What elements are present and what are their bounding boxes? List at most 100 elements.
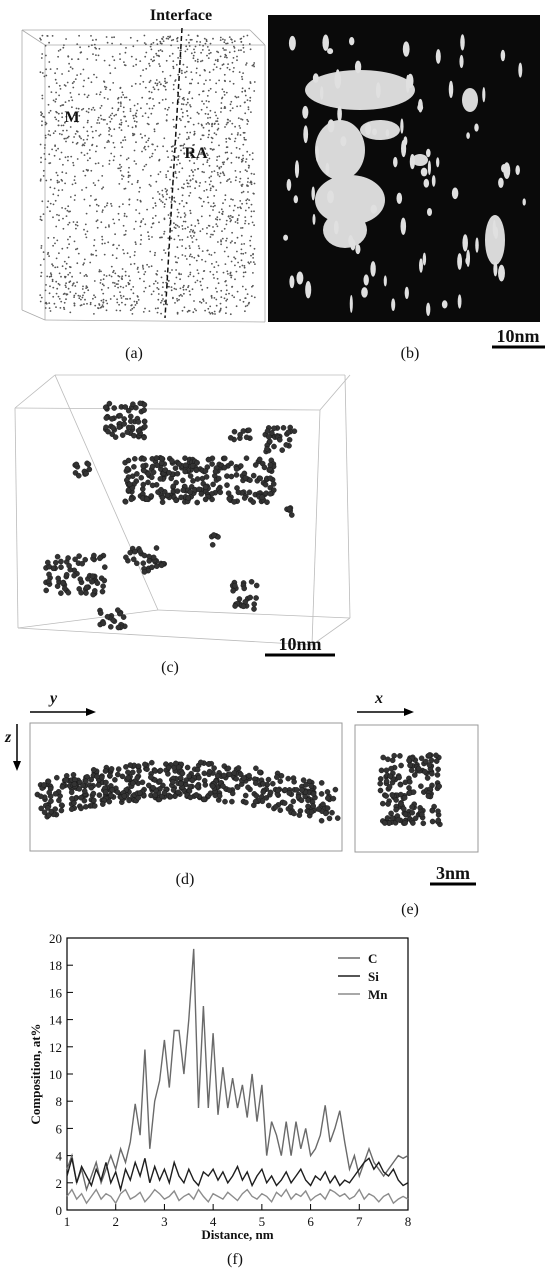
- atom: [106, 141, 108, 143]
- atom: [237, 132, 239, 134]
- atom: [241, 192, 243, 194]
- atom: [180, 217, 182, 219]
- atom: [45, 75, 47, 77]
- atom: [247, 178, 249, 180]
- atom: [232, 770, 237, 775]
- atom: [180, 57, 182, 59]
- atom: [406, 758, 411, 763]
- atom: [241, 604, 246, 609]
- atom: [129, 298, 131, 300]
- atom: [209, 306, 211, 308]
- atom: [73, 221, 75, 223]
- legend-label: Mn: [368, 987, 388, 1002]
- atom: [239, 71, 241, 73]
- atom: [166, 38, 168, 40]
- atom: [145, 43, 147, 45]
- atom: [70, 92, 72, 94]
- atom: [141, 561, 146, 566]
- atom: [160, 200, 162, 202]
- atom: [151, 293, 153, 295]
- atom: [183, 463, 188, 468]
- atom: [148, 266, 150, 268]
- atom: [75, 224, 77, 226]
- atom: [41, 120, 43, 122]
- atom: [120, 433, 125, 438]
- atom: [108, 163, 110, 165]
- atom: [268, 462, 273, 467]
- precipitate: [296, 272, 303, 285]
- atom: [226, 238, 228, 240]
- atom: [183, 469, 188, 474]
- atom: [202, 49, 204, 51]
- atom: [59, 158, 61, 160]
- atom: [186, 39, 188, 41]
- atom: [128, 419, 133, 424]
- atom: [193, 257, 195, 259]
- atom: [129, 497, 134, 502]
- atom: [117, 287, 119, 289]
- atom: [142, 169, 144, 171]
- atom: [203, 171, 205, 173]
- atom: [264, 795, 269, 800]
- atom: [159, 41, 161, 43]
- atom: [249, 100, 251, 102]
- atom: [125, 466, 130, 471]
- atom: [52, 279, 54, 281]
- atom: [61, 134, 63, 136]
- atom: [117, 168, 119, 170]
- atom: [219, 219, 221, 221]
- atom: [226, 224, 228, 226]
- atom: [127, 482, 132, 487]
- atom: [213, 266, 215, 268]
- atom: [242, 253, 244, 255]
- atom: [299, 798, 304, 803]
- atom: [253, 66, 255, 68]
- precipitate: [328, 119, 335, 132]
- atom: [112, 254, 114, 256]
- atom: [105, 300, 107, 302]
- atom: [189, 255, 191, 257]
- atom: [71, 99, 73, 101]
- atom: [193, 175, 195, 177]
- y-tick-label: 10: [49, 1067, 62, 1082]
- atom: [86, 111, 88, 113]
- atom: [186, 202, 188, 204]
- atom: [176, 461, 181, 466]
- atom: [94, 774, 99, 779]
- atom: [130, 402, 135, 407]
- atom: [76, 43, 78, 45]
- atom: [205, 302, 207, 304]
- atom: [104, 81, 106, 83]
- atom: [94, 305, 96, 307]
- atom: [171, 159, 173, 161]
- atom: [70, 96, 72, 98]
- atom: [157, 299, 159, 301]
- atom: [175, 489, 180, 494]
- atom: [229, 461, 234, 466]
- atom: [252, 253, 254, 255]
- atom: [251, 606, 256, 611]
- atom: [115, 608, 120, 613]
- atom: [226, 766, 231, 771]
- atom: [48, 112, 50, 114]
- atom: [239, 181, 241, 183]
- atom: [398, 801, 403, 806]
- atom: [96, 782, 101, 787]
- atom: [206, 100, 208, 102]
- atom: [240, 227, 242, 229]
- atom: [99, 107, 101, 109]
- atom: [205, 80, 207, 82]
- atom: [235, 258, 237, 260]
- atom: [162, 71, 164, 73]
- atom: [117, 275, 119, 277]
- atom: [111, 205, 113, 207]
- atom: [410, 810, 415, 815]
- atom: [120, 119, 122, 121]
- atom: [90, 195, 92, 197]
- atom: [207, 46, 209, 48]
- atom: [390, 815, 395, 820]
- atom: [123, 234, 125, 236]
- atom: [248, 595, 253, 600]
- precipitate: [458, 294, 462, 308]
- atom: [110, 787, 115, 792]
